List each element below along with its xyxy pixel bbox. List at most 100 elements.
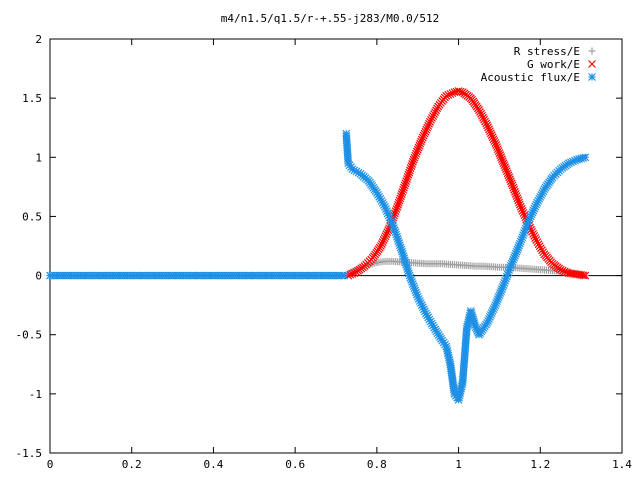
data-point — [402, 177, 411, 186]
data-point — [390, 209, 399, 218]
data-point — [485, 125, 493, 134]
data-point — [534, 240, 543, 249]
chart-title: m4/n1.5/q1.5/r-+.55-j283/M0.0/512 — [221, 12, 440, 25]
data-point — [533, 238, 542, 247]
series-g-work-e — [344, 87, 590, 280]
data-point — [502, 165, 510, 174]
data-point — [486, 129, 495, 138]
x-tick-label: 1 — [455, 458, 462, 471]
data-point — [412, 147, 421, 156]
data-point — [396, 194, 405, 203]
data-point — [509, 183, 518, 192]
data-point — [340, 271, 349, 280]
data-point — [510, 185, 519, 194]
data-point — [518, 206, 527, 215]
y-tick-label: 2 — [35, 33, 42, 46]
data-point — [403, 175, 411, 183]
x-tick-label: 1.4 — [612, 458, 632, 471]
data-point — [377, 242, 385, 250]
data-point — [502, 167, 511, 176]
data-point — [381, 232, 390, 241]
data-point — [515, 200, 524, 209]
data-point — [497, 153, 505, 162]
legend-marker — [588, 73, 596, 81]
x-tick-label: 0.8 — [367, 458, 387, 471]
data-point — [494, 147, 503, 156]
data-point — [519, 209, 528, 217]
data-point — [350, 268, 359, 277]
data-point — [499, 159, 508, 168]
data-point — [444, 90, 453, 99]
data-point — [399, 185, 408, 194]
data-point — [428, 114, 436, 122]
data-point — [488, 133, 497, 142]
data-point — [484, 123, 493, 132]
data-point — [416, 139, 425, 148]
x-tick-label: 0.6 — [285, 458, 305, 471]
data-point — [412, 149, 421, 158]
data-point — [409, 155, 418, 164]
data-point — [511, 187, 519, 196]
x-tick-label: 0.2 — [122, 458, 142, 471]
data-point — [493, 143, 501, 152]
data-point — [391, 207, 400, 216]
data-point — [480, 115, 489, 124]
data-point — [507, 179, 516, 188]
data-point — [411, 151, 420, 160]
x-axis: 0 0.2 0.4 0.6 0.8 1 1.2 1.4 — [47, 39, 632, 471]
data-point — [538, 246, 546, 255]
data-point — [506, 175, 514, 184]
x-tick-label: 0 — [47, 458, 54, 471]
data-point — [490, 137, 499, 146]
data-point — [430, 110, 438, 119]
data-point — [346, 270, 355, 279]
data-point — [492, 141, 501, 150]
data-point — [407, 162, 416, 171]
data-point — [415, 141, 424, 150]
data-point — [405, 168, 414, 177]
data-point — [397, 192, 405, 201]
y-tick-label: -1.5 — [16, 447, 43, 460]
data-point — [421, 127, 430, 136]
data-point — [475, 106, 483, 114]
data-point — [485, 127, 494, 136]
data-point — [392, 205, 401, 214]
data-point — [477, 109, 485, 118]
data-point — [398, 187, 407, 196]
series-acoustic-flux-e — [46, 129, 590, 404]
data-point — [481, 117, 490, 126]
data-point — [395, 196, 404, 205]
data-point — [405, 166, 414, 175]
data-point — [442, 91, 451, 100]
data-point — [500, 161, 509, 170]
data-point — [419, 131, 428, 140]
legend-label: R stress/E — [514, 45, 580, 58]
data-point — [514, 196, 523, 205]
y-tick-label: -0.5 — [16, 329, 43, 342]
data-point — [404, 170, 413, 179]
data-point — [581, 271, 590, 280]
y-tick-label: 0.5 — [22, 210, 42, 223]
data-point — [535, 242, 544, 251]
data-point — [532, 236, 541, 245]
data-point — [558, 266, 567, 275]
data-point — [487, 131, 496, 140]
data-point — [536, 244, 545, 253]
data-point — [515, 198, 523, 207]
data-point — [424, 121, 433, 130]
data-point — [482, 119, 491, 128]
y-tick-label: 0 — [35, 270, 42, 283]
data-point — [383, 228, 392, 237]
data-point — [422, 125, 431, 134]
data-point — [495, 149, 504, 158]
data-point — [560, 267, 569, 276]
data-point — [433, 104, 442, 113]
data-point — [406, 164, 415, 173]
data-point — [348, 269, 357, 278]
data-point — [476, 107, 484, 116]
data-point — [581, 153, 590, 162]
data-point — [506, 177, 515, 186]
data-point — [503, 169, 512, 178]
